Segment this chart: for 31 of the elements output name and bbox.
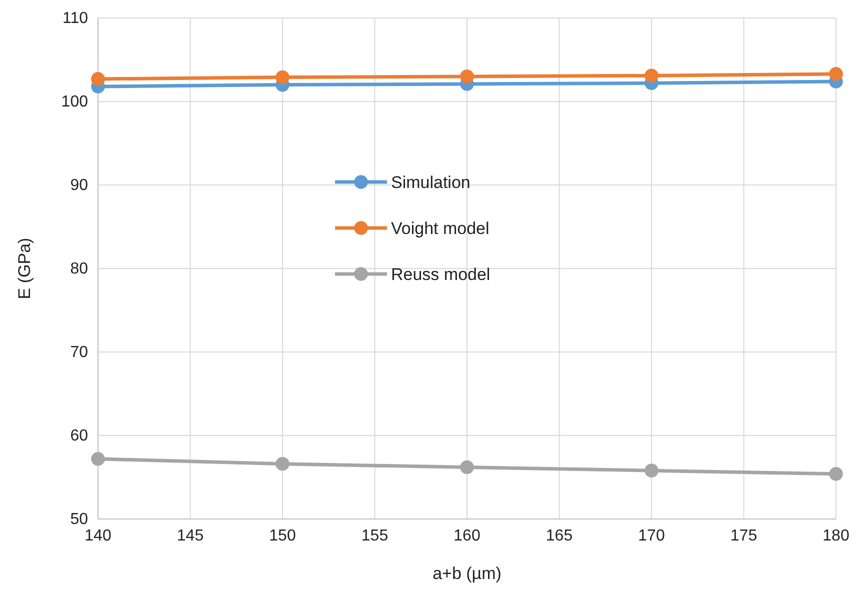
y-tick-label: 80 — [70, 260, 88, 278]
legend-label: Voight model — [391, 219, 490, 238]
x-tick-label: 175 — [730, 527, 758, 544]
y-tick-label: 100 — [61, 94, 88, 111]
point — [460, 70, 474, 84]
x-tick-label: 140 — [84, 527, 112, 544]
legend-label: Reuss model — [391, 265, 490, 284]
point — [91, 452, 105, 466]
x-tick-label: 145 — [176, 527, 204, 544]
legend-label: Simulation — [391, 173, 470, 192]
x-tick-label: 180 — [822, 527, 850, 544]
x-axis-title: a+b (µm) — [432, 564, 502, 583]
x-tick-label: 155 — [361, 527, 388, 544]
y-tick-label: 50 — [70, 511, 88, 528]
x-tick-label: 160 — [454, 527, 480, 544]
point — [460, 460, 474, 474]
y-tick-label: 60 — [70, 428, 88, 445]
x-tick-label: 150 — [269, 527, 296, 544]
x-tick-label: 170 — [638, 527, 665, 544]
point — [276, 456, 290, 471]
y-tick-label: 110 — [62, 10, 88, 28]
point — [829, 467, 843, 481]
y-axis-title: E (GPa) — [15, 238, 34, 300]
point — [276, 70, 290, 84]
point — [644, 68, 658, 83]
y-tick-label: 70 — [70, 344, 88, 362]
point — [829, 67, 843, 81]
point — [91, 72, 105, 86]
y-tick-label: 90 — [70, 177, 88, 194]
point — [644, 464, 658, 478]
x-tick-label: 165 — [546, 527, 573, 544]
